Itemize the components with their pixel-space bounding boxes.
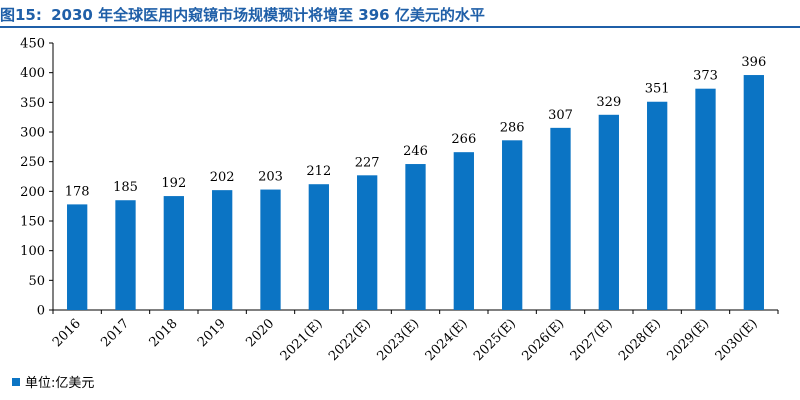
bar (647, 101, 668, 311)
bar (260, 189, 281, 310)
legend-label: 单位:亿美元 (25, 376, 95, 391)
x-tick-label: 2017 (98, 316, 132, 350)
x-tick-label: 2028(E) (616, 316, 664, 364)
bar (743, 75, 764, 310)
data-label: 329 (596, 95, 621, 110)
y-tick-label: 400 (20, 66, 45, 81)
y-tick-label: 350 (20, 96, 45, 111)
x-tick-label: 2030(E) (713, 316, 761, 364)
bar (163, 196, 184, 310)
data-label: 286 (500, 120, 525, 135)
chart-title: 图15: 2030 年全球医用内窥镜市场规模预计将增至 396 亿美元的水平 (0, 4, 485, 25)
bar (67, 204, 88, 310)
x-tick-label: 2024(E) (423, 316, 471, 364)
data-label: 212 (306, 164, 331, 179)
y-tick-label: 0 (37, 304, 45, 319)
y-tick-label: 450 (20, 37, 45, 52)
y-tick-label: 100 (20, 244, 45, 259)
bar (453, 152, 474, 310)
x-tick-label: 2029(E) (664, 316, 712, 364)
data-label: 351 (645, 82, 670, 97)
data-label: 227 (355, 155, 380, 170)
bar (550, 127, 571, 310)
bar (502, 140, 523, 310)
data-label: 307 (548, 108, 573, 123)
bar (357, 175, 378, 310)
x-tick-label: 2025(E) (471, 316, 519, 364)
title-divider (0, 26, 800, 28)
bar (308, 184, 329, 310)
x-tick-label: 2019 (195, 316, 229, 350)
x-tick-label: 2022(E) (326, 316, 374, 364)
y-tick-label: 150 (20, 215, 45, 230)
data-label: 246 (403, 144, 428, 159)
x-tick-label: 2021(E) (278, 316, 326, 364)
x-tick-label: 2020 (243, 316, 277, 350)
bar (212, 190, 233, 310)
data-label: 373 (693, 69, 718, 84)
bar (405, 164, 426, 310)
figure-label: 图15: (0, 6, 42, 24)
data-label: 266 (451, 132, 476, 147)
bar (695, 88, 716, 310)
y-tick-label: 200 (20, 185, 45, 200)
x-tick-label: 2027(E) (568, 316, 616, 364)
data-label: 202 (210, 170, 235, 185)
data-label: 178 (65, 184, 90, 199)
y-tick-label: 50 (28, 274, 45, 289)
data-label: 396 (741, 55, 766, 70)
bar (598, 114, 619, 310)
x-tick-label: 2018 (147, 316, 181, 350)
bar (115, 200, 136, 310)
y-tick-label: 300 (20, 126, 45, 141)
legend: 单位:亿美元 (12, 372, 94, 391)
figure-title-text: 2030 年全球医用内窥镜市场规模预计将增至 396 亿美元的水平 (51, 6, 485, 24)
data-label: 185 (113, 180, 138, 195)
data-label: 192 (161, 176, 186, 191)
y-tick-label: 250 (20, 155, 45, 170)
x-tick-label: 2023(E) (374, 316, 422, 364)
data-label: 203 (258, 170, 283, 185)
legend-swatch (12, 377, 20, 386)
x-tick-label: 2016 (50, 316, 84, 350)
x-tick-label: 2026(E) (519, 316, 567, 364)
